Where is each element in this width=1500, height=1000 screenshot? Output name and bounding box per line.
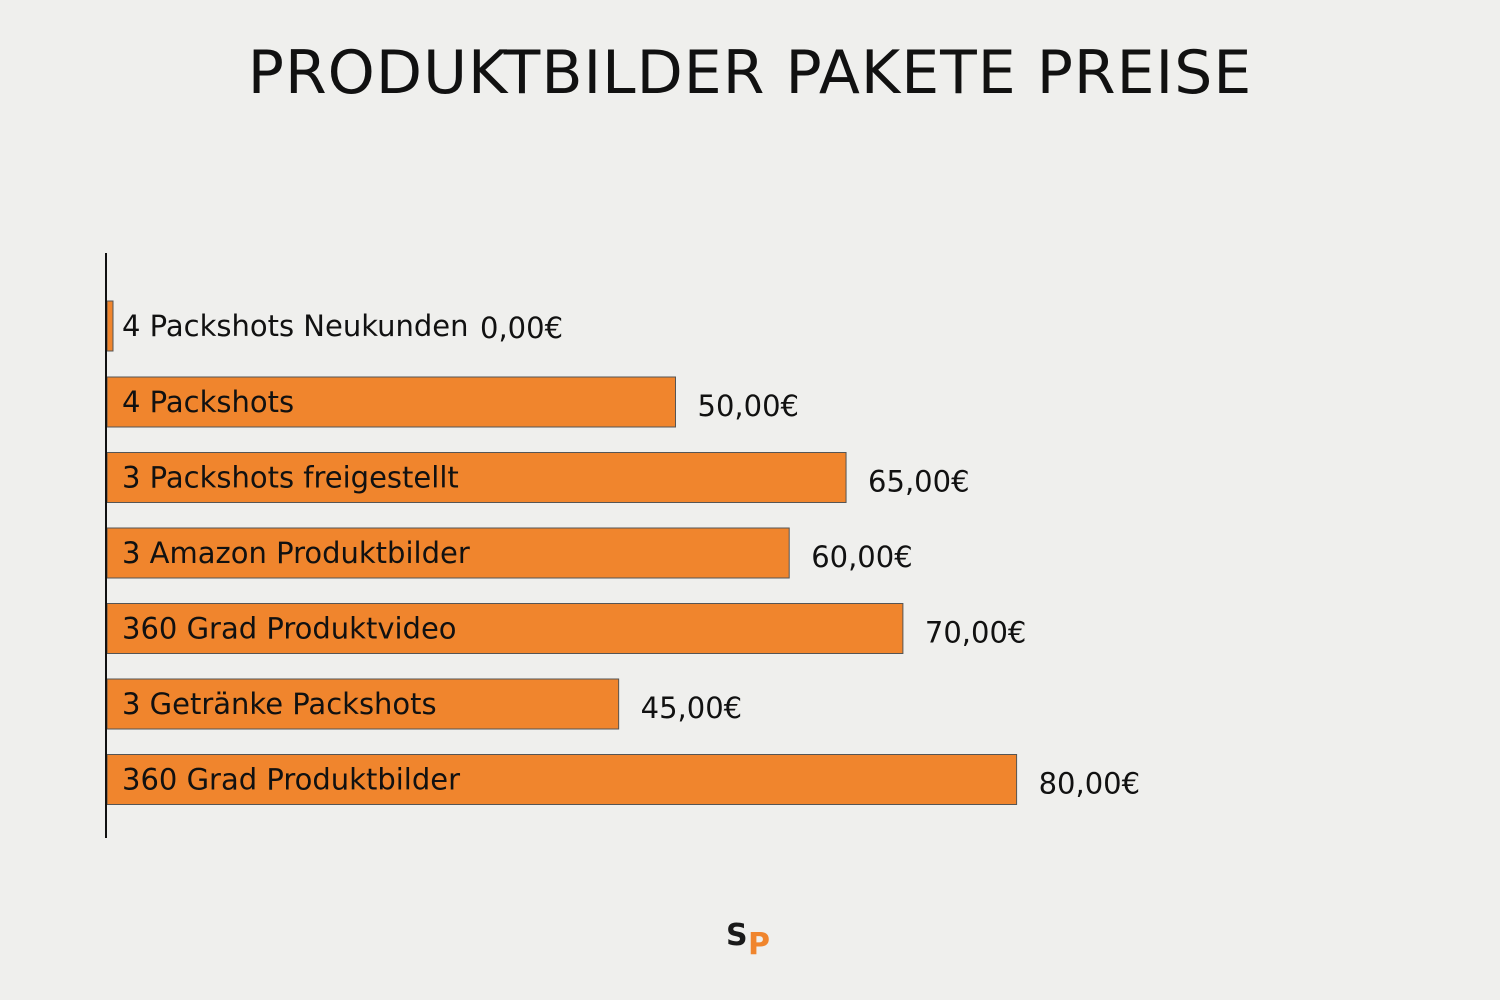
- logo-letter-s: S: [726, 918, 748, 953]
- bar: [106, 603, 904, 654]
- value-label: 70,00€: [925, 616, 1026, 650]
- bar-group: 3 Amazon Produktbilder 60,00€: [106, 527, 913, 579]
- category-label: 360 Grad Produktbilder: [122, 763, 460, 797]
- value-label: 65,00€: [868, 465, 969, 499]
- value-label: 50,00€: [698, 389, 799, 423]
- bar: [106, 452, 847, 503]
- logo-letter-p: P: [748, 927, 770, 962]
- category-label: 3 Amazon Produktbilder: [122, 536, 470, 570]
- bar-group: 360 Grad Produktbilder 80,00€: [106, 754, 1140, 805]
- bar: [106, 300, 114, 352]
- category-label: 360 Grad Produktvideo: [122, 612, 457, 646]
- bar: [106, 527, 790, 579]
- bar-group: 3 Packshots freigestellt 65,00€: [106, 452, 970, 503]
- bar: [106, 754, 1018, 805]
- bar-group: 3 Getränke Packshots 45,00€: [106, 678, 742, 730]
- category-label: 4 Packshots Neukunden: [122, 309, 469, 343]
- category-label: 3 Packshots freigestellt: [122, 461, 459, 495]
- bar-group: 4 Packshots Neukunden 0,00€: [106, 300, 563, 352]
- chart-title: PRODUKTBILDER PAKETE PREISE: [247, 38, 1253, 108]
- value-label: 0,00€: [480, 311, 563, 345]
- bar-group: 360 Grad Produktvideo 70,00€: [106, 603, 1026, 654]
- category-label: 4 Packshots: [122, 385, 294, 419]
- value-label: 45,00€: [641, 691, 742, 725]
- bar-group: 4 Packshots 50,00€: [106, 376, 799, 428]
- bars-layer: 4 Packshots Neukunden 0,00€ 4 Packshots 50,…: [106, 300, 1140, 805]
- brand-logo: S P: [726, 918, 776, 962]
- value-label: 60,00€: [811, 540, 912, 574]
- bar: [106, 678, 620, 730]
- value-label: 80,00€: [1039, 767, 1140, 801]
- category-label: 3 Getränke Packshots: [122, 687, 437, 721]
- bar: [106, 376, 676, 428]
